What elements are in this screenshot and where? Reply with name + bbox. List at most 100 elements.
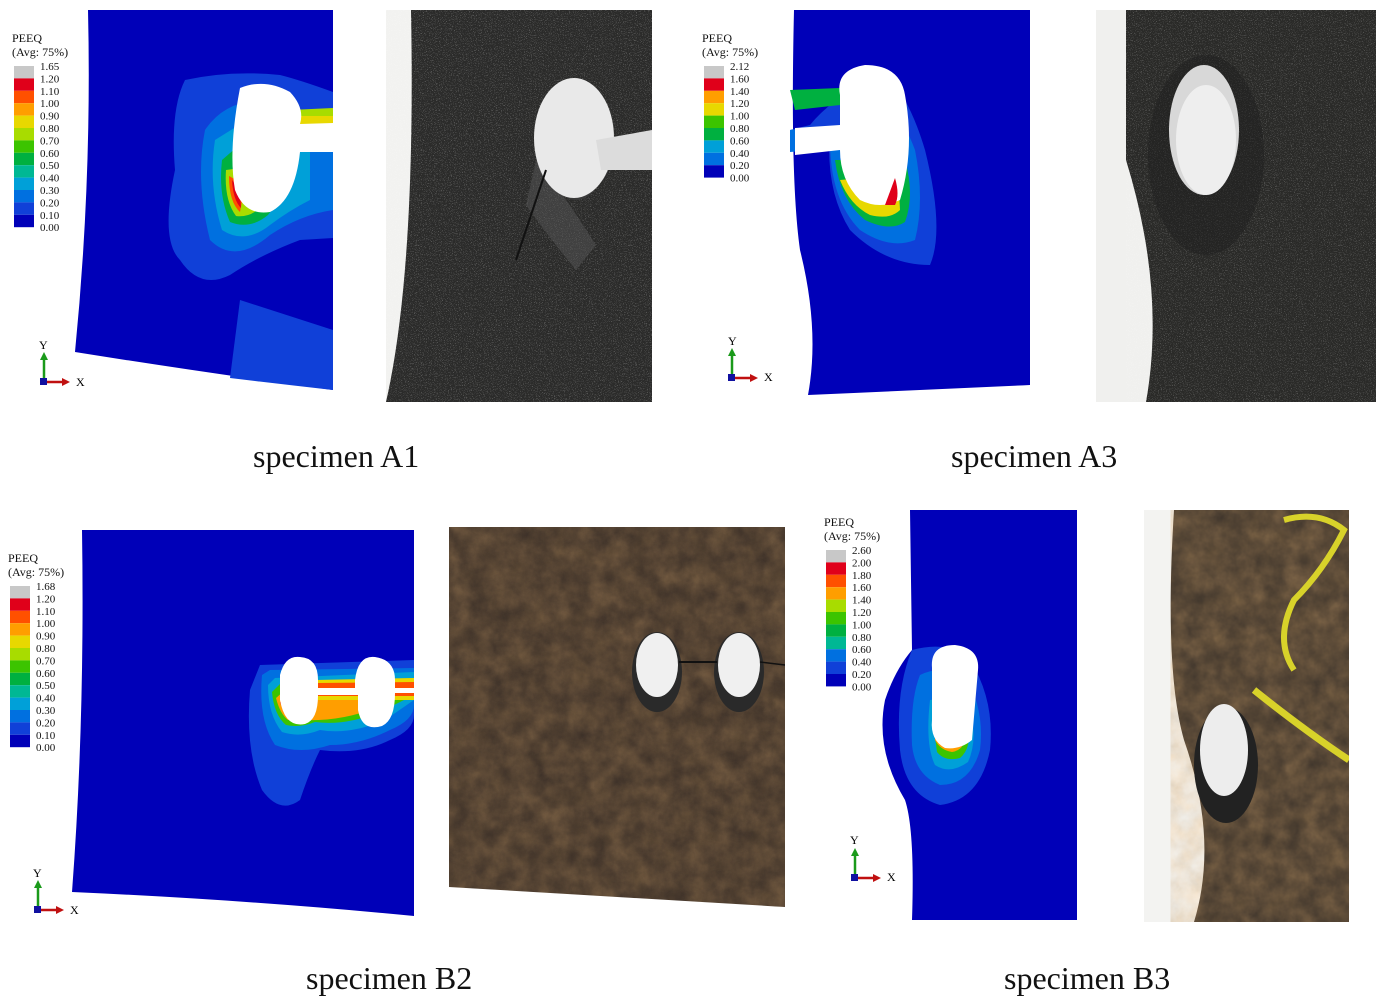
legend-swatch (10, 648, 30, 661)
legend-swatch (704, 103, 724, 116)
legend-value: 0.60 (852, 644, 872, 656)
legend-value: 0.60 (730, 135, 750, 147)
legend-swatch (14, 115, 34, 128)
legend-swatch (704, 90, 724, 104)
legend-swatch (14, 78, 34, 91)
legend-value: 2.60 (852, 545, 872, 557)
legend-value: 0.60 (36, 668, 56, 680)
legend-value: 1.00 (852, 619, 872, 631)
legend-swatch (704, 66, 724, 79)
y-axis-label: Y (39, 338, 48, 352)
legend-subtitle: (Avg: 75%) (824, 529, 880, 543)
panel-b2: PEEQ (Avg: 75%) 1.68 1.20 1.10 1.00 0.90 0.80 0.… (0, 500, 800, 996)
peeq-legend: PEEQ(Avg: 75%) 2.602.001.801.601.401.201.… (824, 515, 880, 693)
legend-swatch (826, 562, 846, 575)
legend-swatch (14, 177, 34, 190)
legend-value: 1.80 (852, 570, 872, 582)
legend-swatch (826, 574, 846, 588)
legend-swatch (10, 610, 30, 624)
legend-value: 0.30 (36, 705, 56, 717)
legend-value: 0.70 (36, 655, 56, 667)
y-axis-label: Y (850, 833, 859, 847)
legend-swatch (10, 586, 30, 599)
legend-value: 0.10 (40, 210, 60, 222)
caption-specimen-a3: specimen A3 (951, 438, 1118, 474)
legend-value: 0.40 (730, 148, 750, 160)
legend-swatch (14, 214, 34, 228)
legend-swatch (10, 598, 30, 611)
legend-swatch (14, 66, 34, 79)
legend-swatch (14, 152, 34, 166)
legend-swatch (10, 722, 30, 735)
legend-value: 1.68 (36, 581, 56, 593)
legend-value: 0.00 (730, 173, 750, 185)
legend-value: 0.90 (36, 631, 56, 643)
legend-value: 0.90 (40, 111, 60, 123)
x-axis-label: X (76, 375, 85, 389)
legend-swatch (704, 152, 724, 166)
legend-subtitle: (Avg: 75%) (8, 565, 64, 579)
axis-triad (728, 348, 758, 382)
legend-swatch (826, 550, 846, 563)
legend-swatch (704, 128, 724, 141)
legend-value: 1.10 (36, 606, 56, 618)
legend-value: 0.00 (40, 222, 60, 234)
legend-swatch (704, 78, 724, 91)
legend-value: 2.12 (730, 61, 749, 73)
legend-value: 1.20 (40, 73, 60, 85)
legend-value: 1.00 (40, 98, 60, 110)
legend-swatch (826, 612, 846, 625)
legend-value: 1.20 (36, 593, 56, 605)
legend-value: 0.20 (36, 717, 56, 729)
legend-value: 0.40 (36, 693, 56, 705)
legend-swatch (826, 674, 846, 687)
legend-swatch (10, 685, 30, 698)
axis-triad (34, 880, 64, 914)
legend-value: 0.50 (36, 680, 56, 692)
legend-swatch (14, 165, 34, 178)
legend-value: 1.40 (852, 595, 872, 607)
legend-value: 1.10 (40, 86, 60, 98)
legend-subtitle: (Avg: 75%) (12, 45, 68, 59)
legend-value: 0.10 (36, 730, 56, 742)
x-axis-label: X (764, 370, 773, 384)
legend-swatch (10, 623, 30, 636)
legend-swatch (826, 624, 846, 637)
legend-value: 1.40 (730, 86, 750, 98)
specimen-photo (1144, 510, 1349, 922)
legend-value: 1.20 (852, 607, 872, 619)
legend-value: 0.80 (730, 123, 750, 135)
legend-swatch (826, 587, 846, 600)
legend-title: PEEQ (8, 551, 38, 565)
legend-title: PEEQ (12, 31, 42, 45)
legend-value: 0.00 (36, 742, 56, 754)
legend-value: 1.60 (730, 73, 750, 85)
legend-value: 0.20 (40, 197, 60, 209)
axis-triad (851, 848, 881, 882)
legend-value: 0.80 (852, 632, 872, 644)
caption-specimen-b2: specimen B2 (306, 960, 473, 996)
legend-swatch (14, 190, 34, 203)
legend-title: PEEQ (824, 515, 854, 529)
fea-contour-plot (34, 530, 414, 916)
panel-a1: PEEQ (Avg: 75%) 1.65 1.20 1.10 1.00 0.90 0.80 0.… (0, 0, 690, 480)
legend-swatch (704, 165, 724, 178)
legend-value: 1.20 (730, 98, 750, 110)
legend-value: 0.70 (40, 135, 60, 147)
legend-value: 0.20 (852, 669, 872, 681)
legend-value: 0.40 (852, 657, 872, 669)
caption-specimen-b3: specimen B3 (1004, 960, 1171, 996)
legend-swatch (826, 636, 846, 650)
legend-subtitle: (Avg: 75%) (702, 45, 758, 59)
peeq-legend: PEEQ(Avg: 75%)1.681.201.101.000.900.800.… (8, 551, 64, 754)
panel-a3: PEEQ (Avg: 75%) 2.12 1.60 1.40 1.20 1.00 0.80 0.… (690, 0, 1380, 480)
legend-value: 0.30 (40, 185, 60, 197)
legend-swatch (826, 649, 846, 662)
legend-value: 1.00 (730, 111, 750, 123)
legend-value: 1.60 (852, 582, 872, 594)
legend-swatch (826, 661, 846, 674)
legend-swatch (14, 103, 34, 116)
legend-swatch (14, 128, 34, 141)
legend-swatch (10, 635, 30, 648)
legend-swatch (10, 734, 30, 748)
